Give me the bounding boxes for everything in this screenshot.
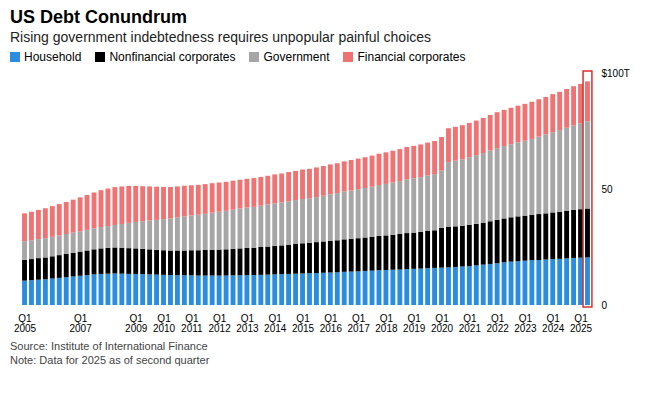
- svg-text:Q12015: Q12015: [292, 313, 315, 334]
- svg-text:Q12010: Q12010: [153, 313, 176, 334]
- svg-text:Q12021: Q12021: [459, 313, 482, 334]
- svg-text:Q12019: Q12019: [403, 313, 426, 334]
- html-text:Source: Institute of Internati: Source: Institute of International Finan…: [10, 340, 208, 352]
- svg-text:Q12005: Q12005: [14, 313, 37, 334]
- svg-text:Q12018: Q12018: [375, 313, 398, 334]
- html-text:Note: Data for 2025 as of seco: Note: Data for 2025 as of second quarter: [10, 354, 210, 366]
- svg-text:0: 0: [602, 300, 608, 311]
- svg-text:Q12017: Q12017: [348, 313, 371, 334]
- html-text:Financial corporates: Financial corporates: [357, 50, 466, 64]
- svg-text:Q12009: Q12009: [125, 313, 148, 334]
- svg-text:Q12024: Q12024: [542, 313, 565, 334]
- svg-text:Q12011: Q12011: [181, 313, 203, 334]
- html-text:Government: Government: [263, 50, 330, 64]
- svg-text:Q12025: Q12025: [570, 313, 593, 334]
- html-text:Rising government indebtedness: Rising government indebtedness requires …: [10, 29, 431, 45]
- html-text:US Debt Conundrum: US Debt Conundrum: [10, 7, 187, 27]
- svg-text:Q12020: Q12020: [431, 313, 454, 334]
- svg-text:Q12022: Q12022: [487, 313, 510, 334]
- svg-text:Q12016: Q12016: [320, 313, 343, 334]
- svg-text:50: 50: [602, 184, 614, 195]
- svg-text:Q12014: Q12014: [264, 313, 287, 334]
- svg-text:Q12007: Q12007: [69, 313, 92, 334]
- html-text:Household: Household: [24, 50, 82, 64]
- html-text:Nonfinancial corporates: Nonfinancial corporates: [109, 50, 236, 64]
- svg-text:Q12023: Q12023: [514, 313, 537, 334]
- svg-text:$100T: $100T: [602, 68, 630, 79]
- svg-text:Q12012: Q12012: [208, 313, 231, 334]
- svg-text:Q12013: Q12013: [236, 313, 259, 334]
